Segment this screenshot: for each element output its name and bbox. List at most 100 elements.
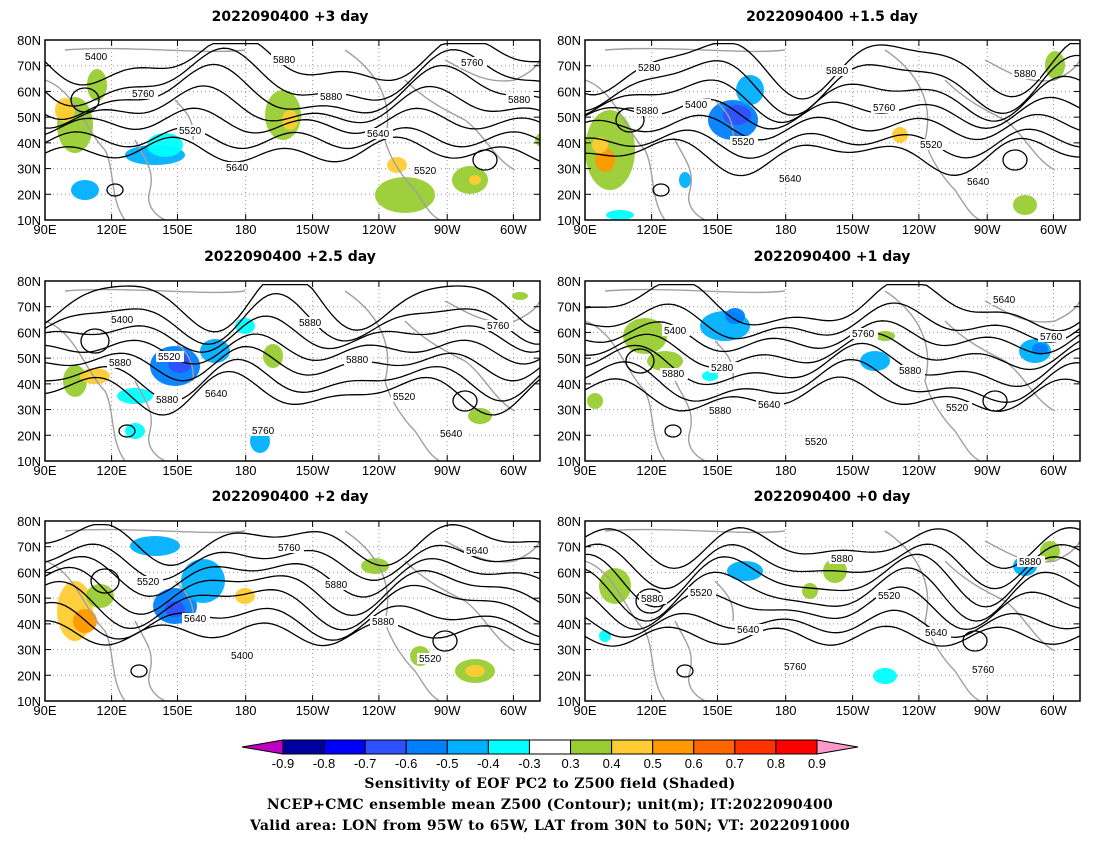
closed-contour bbox=[676, 664, 694, 678]
lon-tick-label: 120E bbox=[96, 463, 127, 478]
contour-label-bg bbox=[944, 402, 972, 413]
colorbar-tick-label: -0.5 bbox=[436, 756, 458, 771]
sensitivity-shading bbox=[80, 368, 110, 384]
z500-contour bbox=[45, 63, 540, 121]
coastline bbox=[64, 528, 246, 534]
closed-contour bbox=[615, 107, 645, 133]
map-plot-area: 5400 5520 5640 5760 5880 5880 5520 5640 5760 5880… bbox=[45, 281, 540, 461]
contour-label: 5640 bbox=[993, 295, 1016, 306]
colorbar-box bbox=[405, 739, 448, 755]
contour-label: 5880 bbox=[1014, 69, 1037, 80]
lat-tick-label: 70N bbox=[17, 300, 41, 315]
z500-contour bbox=[585, 96, 1080, 130]
lat-tick-label: 70N bbox=[557, 540, 581, 555]
lon-tick-label: 90W bbox=[434, 703, 461, 718]
colorbar-box bbox=[364, 739, 407, 755]
lat-tick-label: 40N bbox=[17, 136, 41, 151]
contour-label-bg bbox=[506, 94, 534, 105]
coastline bbox=[984, 540, 1080, 563]
sensitivity-shading bbox=[592, 137, 608, 153]
contour-label-bg bbox=[109, 314, 137, 325]
lat-tick-label: 50N bbox=[17, 110, 41, 125]
lon-tick-label: 60W bbox=[500, 703, 527, 718]
contour-label-bg bbox=[707, 405, 735, 416]
coastline bbox=[944, 79, 1056, 171]
lon-tick-label: 120E bbox=[96, 703, 127, 718]
colorbar-tick-label: -0.9 bbox=[272, 756, 294, 771]
closed-contour bbox=[80, 328, 110, 354]
contour-label-bg bbox=[276, 542, 304, 553]
contour-label: 5640 bbox=[367, 129, 390, 140]
sensitivity-shading bbox=[87, 69, 107, 101]
contour-label: 5880 bbox=[320, 92, 343, 103]
sensitivity-shading bbox=[702, 371, 718, 381]
z500-contour bbox=[45, 315, 540, 353]
lon-tick-label: 120W bbox=[902, 703, 937, 718]
contour-label: 5520 bbox=[137, 577, 160, 588]
closed-contour bbox=[664, 424, 682, 438]
sensitivity-shading bbox=[535, 133, 540, 147]
contour-label: 5880 bbox=[325, 580, 348, 591]
contour-label: 5520 bbox=[920, 140, 943, 151]
lat-tick-label: 10N bbox=[557, 694, 581, 709]
colorbar-tick-label: 0.5 bbox=[644, 756, 662, 771]
sensitivity-shading bbox=[1032, 343, 1048, 355]
colorbar-tick-label: 0.8 bbox=[767, 756, 785, 771]
lon-tick-label: 120W bbox=[362, 703, 397, 718]
lon-tick-label: 150W bbox=[836, 222, 871, 237]
contour-label: 5400 bbox=[85, 52, 108, 63]
contour-label-bg bbox=[688, 587, 716, 598]
lon-tick-label: 90E bbox=[33, 463, 56, 478]
z500-contour bbox=[585, 332, 1080, 371]
contour-label-bg bbox=[850, 328, 878, 339]
lat-tick-label: 30N bbox=[17, 162, 41, 177]
lat-tick-label: 10N bbox=[557, 213, 581, 228]
contour-label: 5880 bbox=[299, 318, 322, 329]
contour-label: 5520 bbox=[158, 352, 181, 363]
contour-label-bg bbox=[871, 102, 899, 113]
contour-label: 5760 bbox=[1040, 332, 1063, 343]
lon-tick-label: 90W bbox=[974, 222, 1001, 237]
lat-tick-label: 30N bbox=[17, 403, 41, 418]
contour-label: 5880 bbox=[662, 369, 685, 380]
z500-contour bbox=[585, 625, 1080, 647]
z500-contour bbox=[585, 113, 1080, 141]
sensitivity-shading bbox=[802, 583, 818, 599]
z500-contour bbox=[45, 85, 540, 129]
z500-contour bbox=[45, 523, 540, 567]
lon-tick-label: 150E bbox=[162, 463, 193, 478]
coastline bbox=[604, 288, 786, 294]
lat-tick-label: 20N bbox=[17, 187, 41, 202]
coastline bbox=[404, 320, 516, 412]
contour-label-bg bbox=[154, 394, 182, 405]
z500-contour bbox=[45, 136, 540, 163]
sensitivity-shading bbox=[465, 665, 485, 677]
contour-label: 5400 bbox=[685, 100, 708, 111]
colorbar-box bbox=[570, 739, 613, 755]
z500-contour bbox=[45, 107, 540, 136]
coastline bbox=[585, 79, 666, 220]
lon-tick-label: 120E bbox=[636, 222, 667, 237]
z500-contour bbox=[45, 283, 540, 333]
coastline bbox=[714, 99, 734, 141]
lon-tick-label: 120E bbox=[636, 463, 667, 478]
contour-label-bg bbox=[803, 436, 831, 447]
coastline bbox=[64, 47, 246, 53]
lon-tick-label: 90W bbox=[434, 463, 461, 478]
lon-tick-label: 150E bbox=[162, 222, 193, 237]
lat-tick-label: 70N bbox=[17, 540, 41, 555]
map-panel: 5280 5400 5520 5640 5880 5760 5520 5640 5880 5880… bbox=[557, 9, 1081, 237]
coastline bbox=[674, 139, 706, 220]
contour-label-bg bbox=[777, 173, 805, 184]
contour-label-bg bbox=[683, 99, 711, 110]
contour-label-bg bbox=[782, 661, 810, 672]
map-plot-area: 5520 5640 5760 5880 5520 5640 5760 5880 5880 bbox=[585, 521, 1080, 701]
sensitivity-shading bbox=[873, 668, 897, 684]
lon-tick-label: 150W bbox=[296, 222, 331, 237]
contour-label-bg bbox=[182, 613, 210, 624]
z500-contour bbox=[585, 128, 1080, 159]
contour-label: 5880 bbox=[641, 594, 664, 605]
contour-label: 5520 bbox=[179, 126, 202, 137]
contour-label-bg bbox=[1012, 68, 1040, 79]
colorbar-tick-label: 0.4 bbox=[603, 756, 621, 771]
